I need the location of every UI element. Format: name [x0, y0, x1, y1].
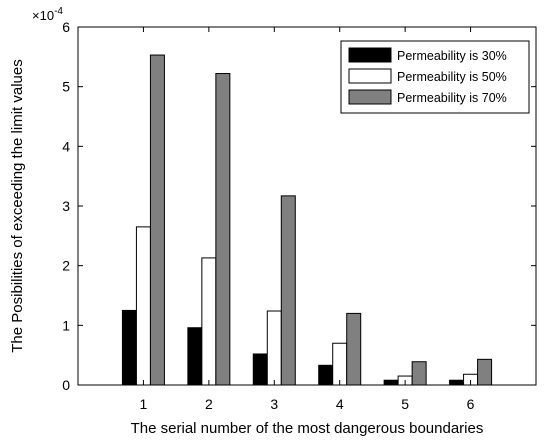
x-tick-label: 4	[336, 396, 344, 412]
x-tick-label: 5	[401, 396, 409, 412]
y-exponent-power: -4	[54, 6, 63, 17]
legend-label-1: Permeability is 30%	[397, 49, 507, 63]
bar-5-series-1	[383, 379, 399, 386]
legend-swatch-2	[348, 68, 392, 84]
x-axis-label: The serial number of the most dangerous …	[131, 420, 484, 437]
legend-label-2: Permeability is 50%	[397, 70, 507, 84]
bar-1-series-2	[135, 226, 151, 386]
x-tick-label: 3	[270, 396, 278, 412]
x-tick-label: 1	[140, 396, 148, 412]
bar-6-series-3	[477, 358, 493, 386]
legend-label-3: Permeability is 70%	[397, 91, 507, 105]
y-tick-label: 2	[62, 258, 70, 274]
x-axis: 1 2 3 4 5 6	[140, 27, 475, 412]
y-tick-label: 6	[62, 19, 70, 35]
bar-1-series-1	[121, 309, 137, 386]
y-axis-label: The Posibilities of exceeding the limit …	[9, 59, 26, 352]
bar-3-series-2	[266, 310, 282, 386]
legend-swatch-1	[348, 47, 392, 63]
bar-6-series-1	[449, 379, 465, 386]
bar-3-series-3	[280, 195, 296, 386]
y-axis: 0 1 2 3 4 5 6	[62, 19, 536, 393]
y-tick-label: 0	[62, 377, 70, 393]
bar-4-series-1	[318, 364, 334, 386]
y-tick-label: 4	[62, 138, 70, 154]
y-tick-label: 1	[62, 317, 70, 333]
bar-5-series-3	[411, 361, 427, 386]
bar-1-series-3	[149, 54, 165, 386]
bar-2-series-2	[201, 257, 217, 386]
legend-swatch-3	[348, 89, 392, 105]
y-exponent-label: ×10-4	[32, 6, 63, 23]
y-tick-label: 5	[62, 79, 70, 95]
bar-3-series-1	[252, 353, 268, 386]
bar-2-series-3	[215, 73, 231, 386]
y-tick-label: 3	[62, 198, 70, 214]
x-tick-label: 6	[467, 396, 475, 412]
y-exponent-base: ×10	[32, 8, 54, 23]
bar-2-series-1	[187, 327, 203, 386]
bars	[121, 54, 493, 386]
bar-4-series-3	[346, 312, 362, 386]
legend: Permeability is 30% Permeability is 50% Pe…	[340, 40, 530, 114]
bar-4-series-2	[332, 342, 348, 386]
x-tick-label: 2	[205, 396, 213, 412]
